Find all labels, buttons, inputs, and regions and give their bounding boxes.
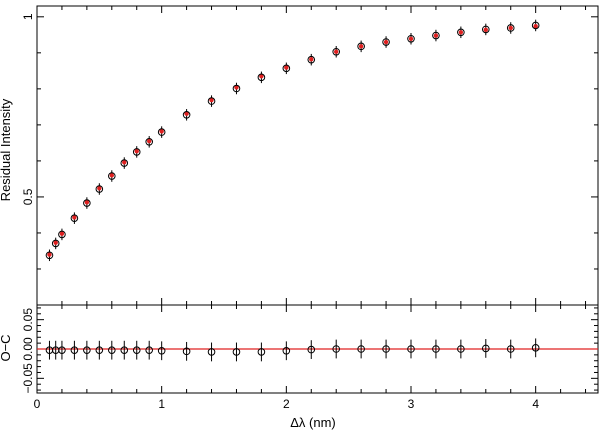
x-axis-label: Δλ (nm) (290, 415, 336, 430)
data-point (332, 47, 341, 56)
plot-frame-top (36, 5, 599, 306)
model-point (159, 129, 164, 134)
data-point (83, 346, 91, 354)
model-point (97, 186, 102, 191)
data-point (83, 199, 91, 207)
model-point (184, 111, 189, 116)
data-point (58, 230, 66, 239)
model-point (259, 74, 264, 79)
data-point (257, 73, 266, 82)
data-point (120, 346, 129, 354)
data-point (257, 348, 266, 356)
y-tick-label: 1 (21, 13, 35, 20)
data-point (232, 84, 241, 93)
x-tick-label: 3 (408, 397, 415, 411)
data-point (457, 28, 465, 37)
model-point (72, 215, 77, 220)
data-point (157, 346, 166, 355)
data-point (70, 214, 79, 222)
data-point (207, 348, 216, 356)
data-point (531, 21, 540, 30)
data-point (506, 345, 515, 353)
model-point (358, 44, 364, 49)
model-point (483, 27, 488, 32)
data-point (282, 64, 291, 73)
data-point (95, 185, 104, 193)
data-point (531, 344, 540, 352)
data-point (332, 345, 341, 353)
model-point (109, 173, 115, 178)
y-axis-label-top: Residual Intensity (0, 98, 13, 201)
model-point (53, 240, 58, 245)
data-point (357, 42, 365, 51)
data-point (70, 346, 79, 354)
model-point (209, 97, 214, 103)
data-point (282, 346, 291, 355)
data-point (382, 345, 390, 353)
y-tick-label: 0.5 (21, 188, 35, 205)
x-tick-label: 0 (34, 397, 41, 411)
data-point (407, 345, 415, 353)
data-point (182, 347, 191, 356)
data-point (307, 55, 316, 64)
model-point (458, 30, 464, 35)
data-point (482, 25, 490, 34)
data-point (58, 346, 66, 354)
data-point (182, 110, 191, 119)
model-point (508, 25, 513, 31)
bottom-panel: −0.05 0.00 0.05 0 1 2 3 4 (21, 304, 599, 411)
x-tick-label: 4 (532, 397, 539, 411)
data-point (108, 346, 116, 354)
data-point (482, 344, 490, 353)
y-tick-label: 0.00 (21, 337, 35, 361)
model-point (134, 148, 139, 154)
data-point (108, 172, 116, 180)
data-point (506, 24, 515, 32)
model-point (533, 23, 538, 29)
data-point (432, 31, 440, 40)
data-point (145, 346, 153, 354)
model-point (47, 252, 52, 257)
data-point (120, 159, 129, 167)
model-point (309, 57, 314, 62)
y-tick-label: 0.05 (21, 308, 35, 332)
data-point (432, 345, 440, 353)
data-point (145, 138, 153, 146)
data-point (232, 348, 241, 356)
model-point (334, 49, 339, 54)
model-point (284, 65, 289, 70)
data-point (51, 239, 60, 248)
y-axis-label-bottom: O−C (0, 334, 13, 361)
data-point (45, 251, 54, 260)
x-tick-label: 1 (158, 397, 165, 411)
data-point (307, 345, 316, 354)
model-point (234, 85, 239, 90)
data-point (357, 345, 365, 353)
model-point (84, 200, 90, 205)
model-point (383, 39, 389, 45)
data-point (407, 34, 415, 43)
x-tick-label: 2 (283, 397, 290, 411)
model-point (59, 231, 65, 236)
y-tick-label: −0.05 (21, 363, 35, 394)
top-panel: 0.51 (21, 5, 599, 306)
data-point (95, 346, 104, 354)
data-point (207, 97, 216, 105)
model-point (122, 160, 127, 165)
data-point (132, 148, 141, 156)
data-point (132, 346, 141, 354)
model-point (433, 33, 439, 38)
data-point (157, 128, 166, 136)
data-point (382, 38, 390, 46)
model-point (147, 138, 152, 144)
data-point (457, 345, 465, 353)
model-point (408, 36, 414, 41)
